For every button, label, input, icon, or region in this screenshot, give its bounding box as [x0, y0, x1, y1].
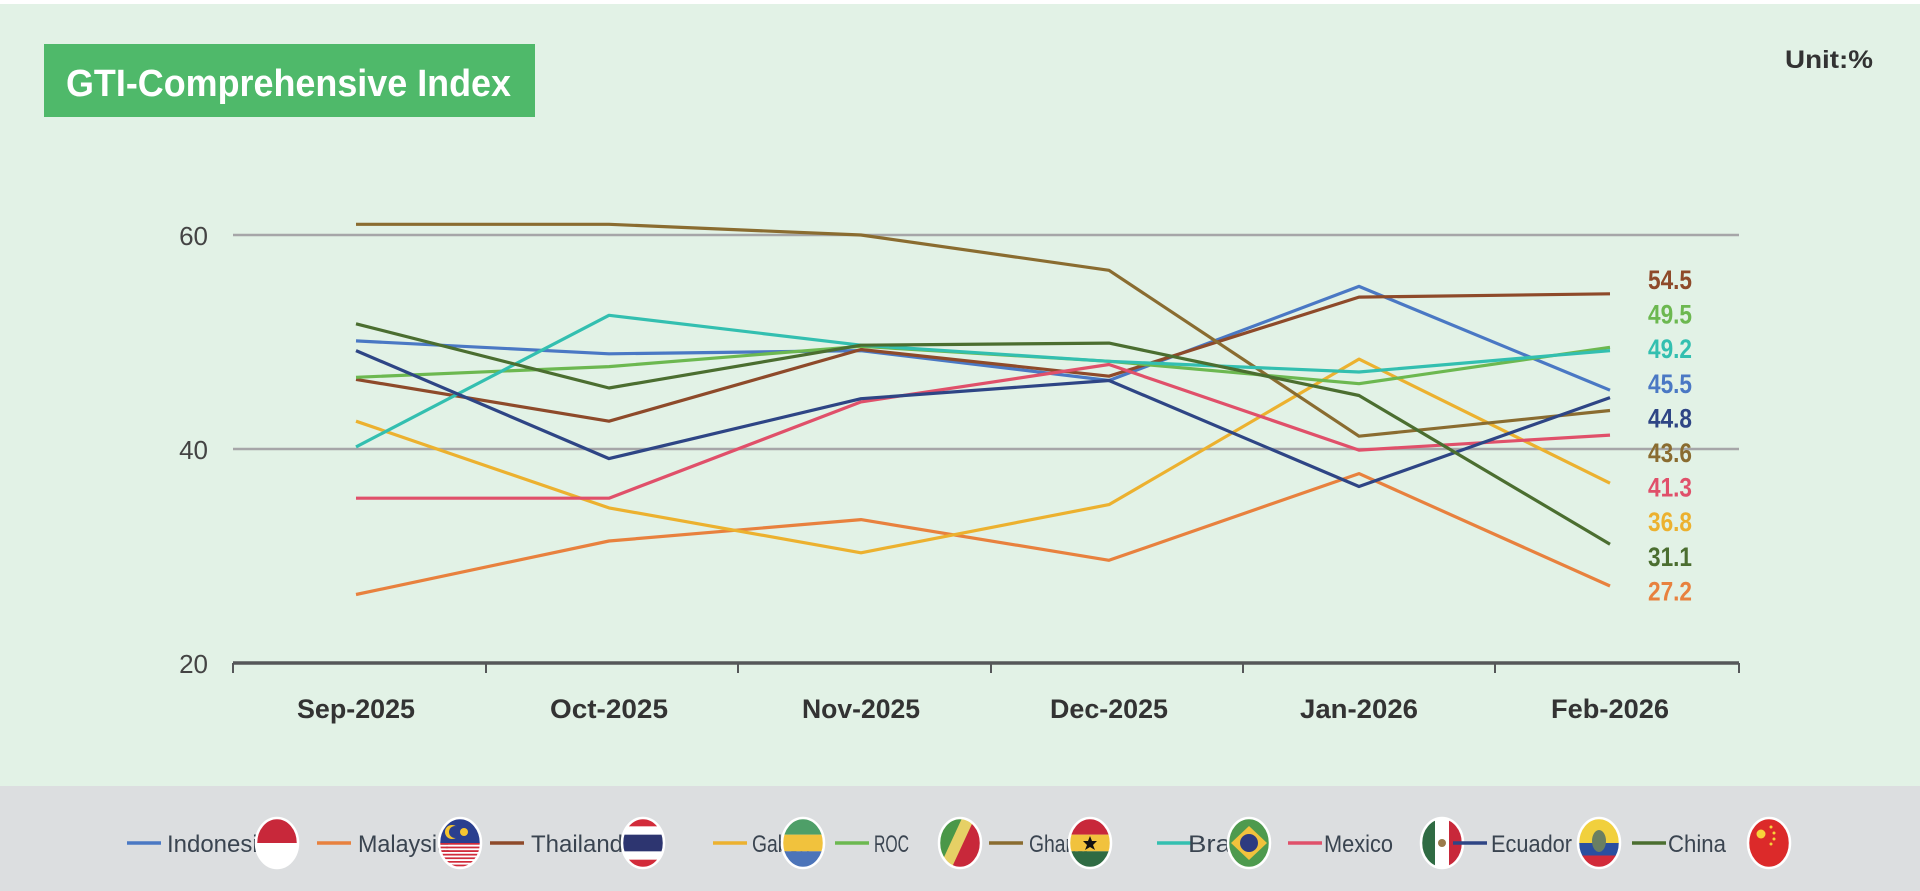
legend-item-roc: ROC	[835, 816, 983, 870]
thailand-flag-icon	[622, 818, 664, 868]
title-box	[44, 44, 535, 117]
y-tick-label: 60	[179, 221, 208, 251]
chart-title: GTI-Comprehensive Index	[66, 63, 511, 105]
end-value-label: 45.5	[1648, 369, 1692, 399]
series-line-brazil	[355, 313, 1611, 449]
end-value-label: 44.8	[1648, 403, 1692, 433]
legend-label: ROC	[874, 831, 909, 858]
x-tick-label: Feb-2026	[1551, 694, 1669, 724]
series-line-ghana	[356, 222, 1611, 438]
end-value-label: 54.5	[1648, 265, 1692, 295]
flag-border	[1746, 816, 1792, 870]
flag-border	[937, 816, 983, 870]
legend-item-indonesia: Indonesia	[127, 816, 300, 870]
legend-item-mexico: Mexico	[1288, 816, 1465, 870]
legend-item-gabon: Gabon	[713, 816, 826, 870]
x-tick-label: Oct-2025	[550, 694, 668, 724]
series-line-mexico	[356, 362, 1611, 500]
chart-background	[0, 4, 1920, 786]
flag-border	[1067, 816, 1113, 870]
china-flag-icon	[1748, 818, 1790, 868]
end-value-labels: 54.5 49.5 49.2 45.5 44.8 43.6 41.3 36.8 31.1 27.2	[1648, 265, 1692, 606]
legend-label: China	[1668, 831, 1727, 858]
x-tick-label: Nov-2025	[802, 694, 920, 724]
flag-border	[780, 816, 826, 870]
end-value-label: 41.3	[1648, 473, 1692, 503]
legend-item-ecuador: Ecuador	[1453, 816, 1622, 870]
series-line-gabon	[355, 357, 1611, 555]
series-line-indonesia	[355, 284, 1611, 392]
legend-label: Indonesia	[167, 831, 272, 858]
series-line-china	[355, 322, 1611, 546]
y-tick-label: 20	[179, 649, 208, 679]
flag-border	[254, 816, 300, 870]
x-tick-label: Jan-2026	[1300, 694, 1418, 724]
y-tick-label: 40	[179, 435, 208, 465]
flag-border	[620, 816, 666, 870]
y-axis-tick-labels: 20 40 60	[179, 221, 208, 679]
legend-item-china: China	[1632, 816, 1792, 870]
legend-label: Ecuador	[1491, 831, 1572, 858]
end-value-label: 49.5	[1648, 300, 1692, 330]
legend: Indonesia Malaysia Thailand Gabon ROC Ghana Br…	[127, 816, 1792, 870]
legend-item-ghana: Ghana	[989, 816, 1113, 870]
end-value-label: 31.1	[1648, 542, 1692, 572]
legend-item-thailand: Thailand	[490, 816, 666, 870]
series-line-malaysia	[355, 472, 1611, 597]
x-tick-label: Sep-2025	[297, 694, 415, 724]
legend-label: Mexico	[1324, 831, 1393, 858]
series-line-ecuador	[355, 349, 1611, 489]
end-value-label: 36.8	[1648, 507, 1692, 537]
flag-border	[1576, 816, 1622, 870]
flag-border	[437, 816, 483, 870]
x-axis: Sep-2025 Oct-2025 Nov-2025 Dec-2025 Jan-2026…	[232, 663, 1740, 724]
flag-border	[1226, 816, 1272, 870]
end-value-label: 49.2	[1648, 334, 1692, 364]
brazil-flag-icon	[1228, 818, 1270, 868]
legend-label: Thailand	[531, 831, 623, 858]
end-value-label: 27.2	[1648, 576, 1692, 606]
series-line-thailand	[355, 292, 1611, 423]
legend-label: Malaysia	[358, 831, 451, 858]
gridlines	[233, 233, 1739, 665]
legend-item-brazil: Brazil	[1157, 816, 1272, 870]
end-value-label: 43.6	[1648, 438, 1692, 468]
series-lines	[355, 222, 1611, 597]
unit-label: Unit:%	[1785, 46, 1873, 74]
roc-flag-icon	[939, 818, 981, 868]
x-tick-label: Dec-2025	[1050, 694, 1168, 724]
